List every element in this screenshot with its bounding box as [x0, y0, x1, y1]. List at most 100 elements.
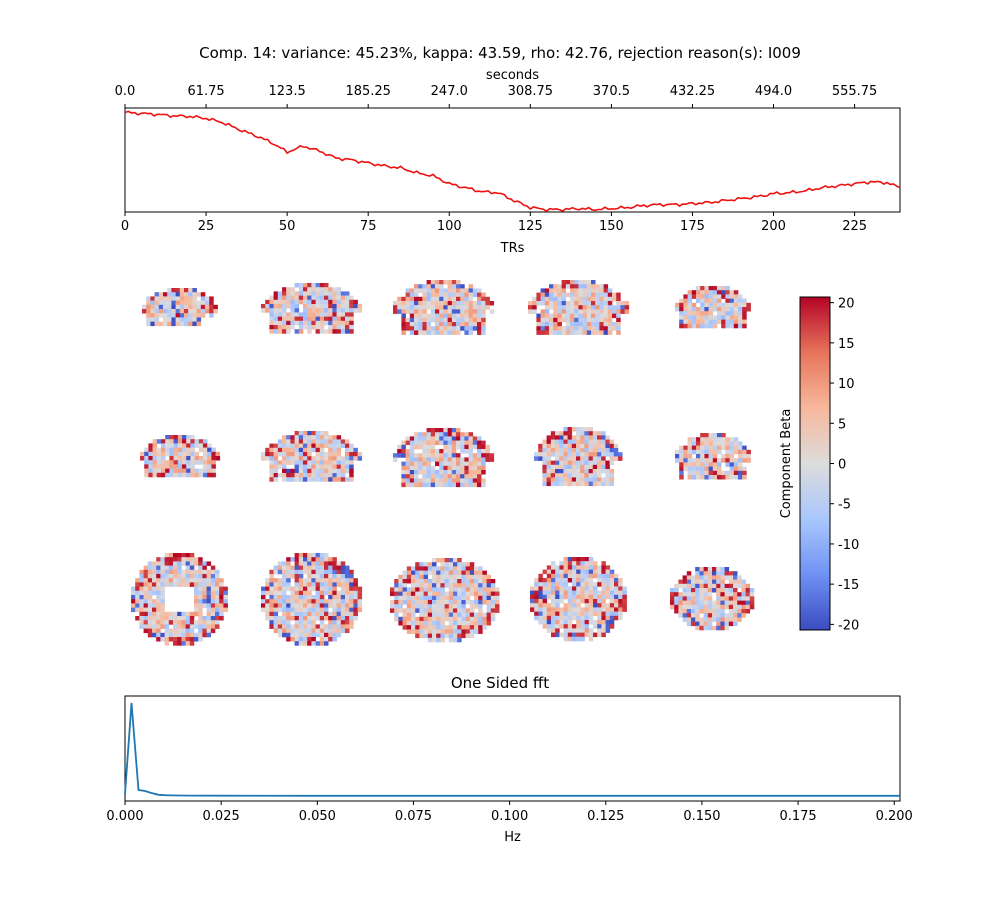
beta-voxel — [584, 611, 590, 617]
beta-voxel — [469, 633, 475, 639]
beta-voxel — [477, 292, 482, 298]
beta-voxel — [319, 611, 325, 617]
beta-voxel — [580, 448, 585, 453]
beta-voxel — [559, 632, 564, 638]
beta-voxel — [588, 435, 594, 440]
beta-voxel — [311, 295, 316, 301]
beta-voxel — [733, 617, 738, 622]
beta-voxel — [315, 304, 321, 309]
beta-voxel — [456, 292, 461, 298]
beta-voxel — [345, 299, 350, 305]
beta-voxel — [177, 569, 182, 575]
beta-voxel — [144, 451, 149, 457]
beta-voxel — [485, 296, 490, 302]
beta-voxel — [574, 317, 579, 323]
beta-voxel — [699, 592, 704, 597]
beta-voxel — [401, 440, 406, 446]
beta-voxel — [482, 574, 487, 580]
beta-voxel — [319, 595, 325, 600]
beta-voxel — [588, 464, 594, 470]
beta-voxel — [716, 604, 721, 610]
beta-voxel — [185, 569, 191, 575]
beta-voxel — [427, 608, 433, 613]
beta-voxel — [490, 616, 496, 622]
beta-voxel — [570, 292, 575, 298]
beta-voxel — [169, 472, 174, 478]
beta-voxel — [474, 574, 479, 580]
beta-voxel — [148, 472, 153, 478]
beta-voxel — [269, 443, 274, 449]
beta-voxel — [269, 473, 274, 478]
beta-voxel — [563, 561, 569, 566]
beta-voxel — [720, 571, 725, 576]
beta-voxel — [328, 586, 333, 592]
beta-voxel — [328, 582, 333, 587]
beta-voxel — [700, 315, 705, 320]
beta-voxel — [580, 452, 585, 457]
beta-voxel — [332, 304, 337, 309]
beta-voxel — [582, 305, 588, 310]
beta-voxel — [332, 287, 337, 292]
beta-voxel — [185, 574, 191, 579]
beta-voxel — [298, 603, 304, 608]
beta-voxel — [737, 609, 742, 614]
colorbar-tick-label: 5 — [838, 417, 846, 432]
beta-voxel — [465, 608, 471, 613]
beta-voxel — [453, 587, 458, 592]
beta-voxel — [332, 447, 337, 453]
beta-voxel — [294, 632, 300, 638]
beta-voxel — [311, 620, 316, 625]
beta-voxel — [460, 322, 465, 327]
beta-voxel — [131, 599, 136, 604]
beta-voxel — [584, 439, 589, 445]
beta-voxel — [584, 599, 590, 604]
beta-voxel — [489, 453, 495, 458]
beta-voxel — [215, 590, 220, 596]
beta-voxel — [733, 592, 738, 597]
beta-voxel — [169, 435, 174, 440]
beta-voxel — [394, 579, 399, 584]
beta-voxel — [683, 449, 688, 455]
beta-voxel — [185, 557, 191, 562]
beta-voxel — [678, 613, 683, 618]
beta-voxel — [580, 620, 585, 625]
beta-voxel — [435, 449, 440, 454]
beta-voxel — [601, 615, 606, 621]
beta-voxel — [708, 466, 714, 472]
beta-voxel — [181, 632, 186, 638]
beta-voxel — [720, 617, 725, 622]
beta-voxel — [186, 456, 191, 461]
beta-voxel — [601, 573, 606, 579]
beta-voxel — [453, 566, 458, 571]
beta-voxel — [440, 625, 445, 630]
beta-voxel — [460, 478, 465, 483]
beta-voxel — [345, 595, 350, 600]
beta-voxel — [536, 301, 541, 306]
beta-voxel — [707, 592, 713, 597]
beta-voxel — [405, 326, 411, 331]
beta-voxel — [707, 575, 713, 580]
beta-voxel — [584, 573, 590, 579]
beta-voxel — [340, 595, 346, 600]
beta-voxel — [269, 582, 274, 587]
beta-voxel — [423, 629, 429, 634]
beta-voxel — [700, 286, 705, 291]
beta-voxel — [704, 323, 709, 329]
beta-voxel — [319, 473, 325, 478]
beta-voxel — [461, 566, 466, 571]
beta-voxel — [146, 304, 151, 310]
beta-voxel — [147, 599, 153, 604]
beta-voxel — [704, 445, 709, 451]
beta-voxel — [171, 313, 176, 318]
beta-voxel — [555, 590, 560, 596]
beta-voxel — [559, 448, 564, 453]
beta-voxel — [336, 439, 342, 444]
beta-voxel — [703, 583, 709, 589]
beta-voxel — [315, 603, 321, 608]
beta-voxel — [336, 312, 342, 317]
beta-voxel — [156, 574, 161, 579]
beta-voxel — [311, 637, 316, 642]
beta-voxel — [340, 464, 346, 470]
beta-voxel — [163, 317, 168, 322]
beta-voxel — [179, 317, 185, 322]
